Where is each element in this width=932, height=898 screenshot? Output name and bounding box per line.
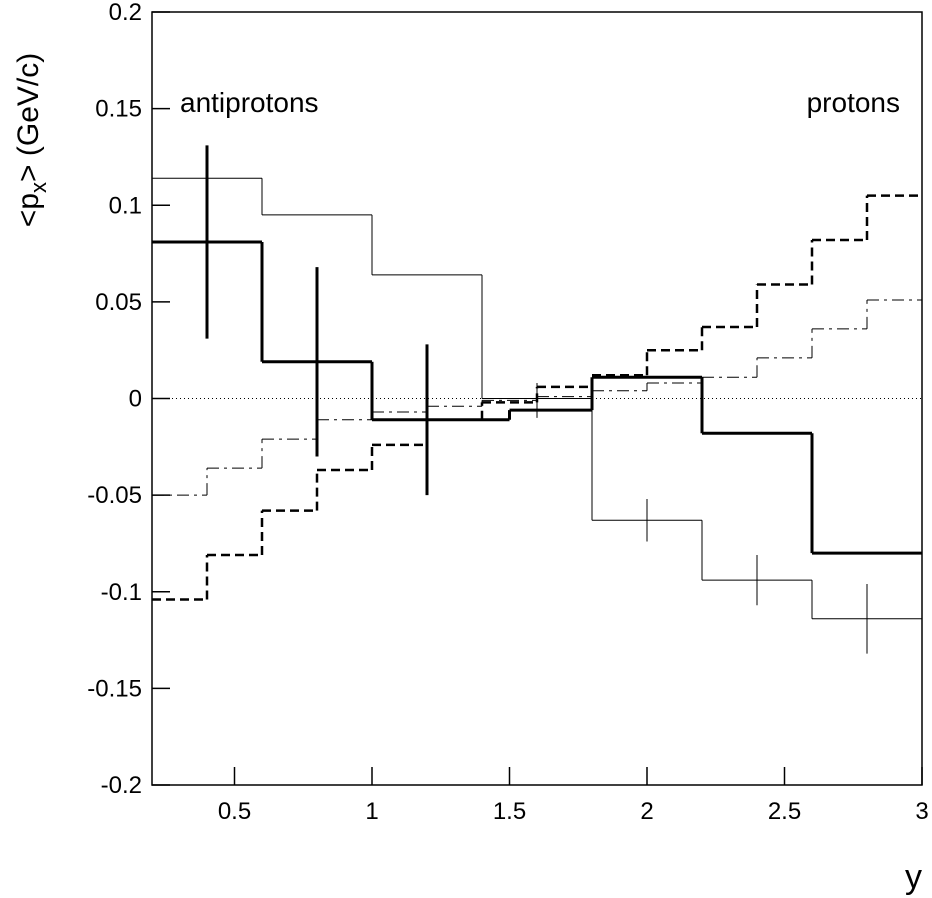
y-tick-label: 0.05 [95, 289, 142, 316]
annotation: antiprotons [180, 87, 319, 118]
annotation: protons [807, 87, 900, 118]
y-tick-label: 0.15 [95, 96, 142, 123]
y-tick-label: 0.2 [109, 0, 142, 26]
y-tick-label: -0.1 [101, 579, 142, 606]
x-tick-label: 0.5 [218, 798, 251, 825]
x-tick-label: 2.5 [768, 798, 801, 825]
y-axis-label-part: > (GeV/c) [12, 53, 45, 182]
x-axis-label: y [905, 858, 922, 896]
y-tick-label: -0.05 [87, 482, 142, 509]
y-tick-label: 0 [129, 386, 142, 413]
y-axis-label-sub: x [26, 182, 51, 193]
y-axis-label: <px> (GeV/c) [12, 53, 51, 227]
x-tick-label: 1.5 [493, 798, 526, 825]
y-tick-label: -0.15 [87, 675, 142, 702]
x-tick-label: 1 [365, 798, 378, 825]
y-tick-label: -0.2 [101, 772, 142, 799]
y-tick-label: 0.1 [109, 192, 142, 219]
x-tick-label: 2 [640, 798, 653, 825]
x-tick-label: 3 [915, 798, 928, 825]
y-axis-label-part: <p [12, 193, 45, 227]
